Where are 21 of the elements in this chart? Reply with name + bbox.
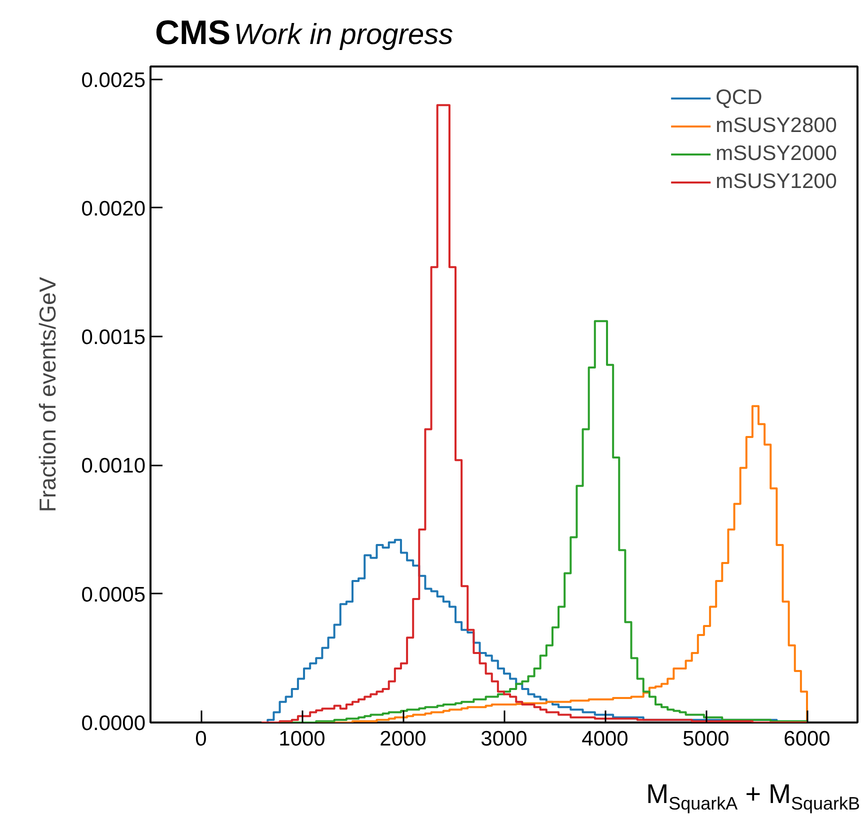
x-tick-label: 0: [195, 728, 207, 750]
chart-subtitle: Work in progress: [234, 19, 454, 51]
x-tick-label: 6000: [784, 728, 830, 750]
legend-label: QCD: [716, 86, 762, 110]
x-axis-title: M$_{SquarkA}$ + M$_{SquarkB}$: [646, 778, 860, 816]
y-tick-label: 0.0000: [81, 712, 146, 735]
legend-label: mSUSY2000: [716, 142, 837, 166]
y-tick-label: 0.0015: [81, 326, 146, 350]
x-tick-label: 5000: [682, 728, 730, 750]
x-tick-label: 2000: [380, 728, 426, 750]
y-tick-label: 0.0025: [81, 68, 146, 92]
y-tick-label: 0.0005: [81, 583, 146, 606]
x-tick-label: 4000: [582, 728, 628, 750]
x-tick-label: 3000: [480, 728, 528, 750]
x-tick-label: 1000: [278, 728, 326, 750]
chart-title: CMS: [155, 14, 231, 52]
legend-label: mSUSY2800: [716, 114, 837, 138]
y-tick-label: 0.0020: [81, 197, 146, 220]
y-axis-title: Fraction of events/GeV: [34, 276, 60, 512]
legend-label: mSUSY1200: [716, 170, 837, 194]
y-tick-label: 0.0010: [81, 454, 146, 478]
